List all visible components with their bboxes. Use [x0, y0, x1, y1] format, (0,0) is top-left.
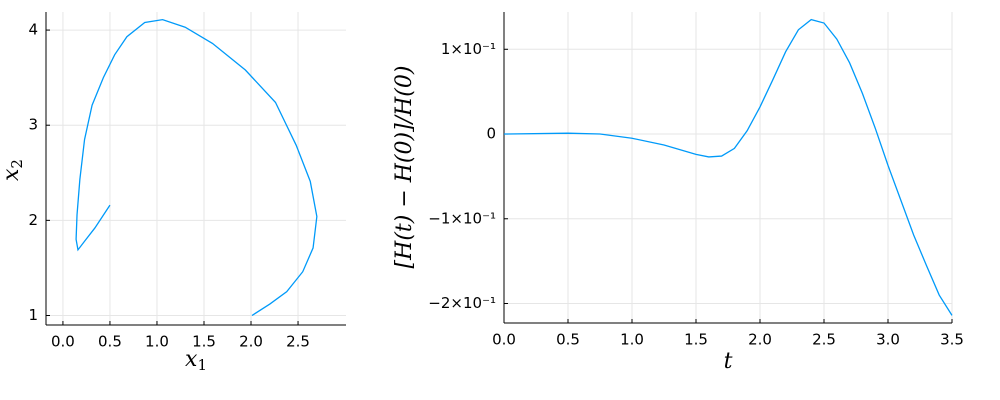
x-tick-label: 0.5	[556, 331, 580, 349]
data-line	[75, 18, 318, 317]
x-tick-label: 0.0	[492, 331, 516, 349]
y-tick-label: −1×10⁻¹	[428, 209, 496, 227]
x-tick-label: 2.0	[239, 333, 263, 351]
ylabel: [H(t) − H(0)]/H(0)	[392, 66, 417, 269]
y-tick-label: 0	[486, 125, 496, 143]
xlabel-text: x	[185, 347, 198, 372]
xlabel: x1	[185, 347, 207, 374]
x-tick-label: 2.5	[812, 331, 836, 349]
xlabel: t	[724, 349, 733, 374]
xlabel-subscript: 1	[197, 356, 207, 374]
y-tick-label: −2×10⁻¹	[428, 294, 496, 312]
x-tick-label: 0.5	[98, 333, 122, 351]
x-tick-label: 3.5	[940, 331, 964, 349]
ylabel-text: [H(t) − H(0)]/H(0)	[392, 66, 417, 269]
xlabel-text: t	[724, 349, 733, 374]
data-line	[503, 18, 953, 316]
y-tick-label: 1×10⁻¹	[441, 40, 496, 58]
y-tick-label: 4	[28, 21, 38, 39]
ylabel-text: x	[0, 168, 24, 181]
x-tick-label: 1.0	[620, 331, 644, 349]
x-tick-label: 1.5	[684, 331, 708, 349]
y-tick-label: 3	[28, 116, 38, 134]
x-tick-label: 0.0	[51, 333, 75, 351]
x-tick-label: 2.5	[286, 333, 310, 351]
x-tick-label: 3.0	[876, 331, 900, 349]
x-tick-label: 1.0	[145, 333, 169, 351]
x-tick-label: 1.5	[192, 333, 216, 351]
y-tick-label: 1	[28, 306, 38, 324]
ylabel: x2	[0, 159, 26, 181]
y-tick-label: 2	[28, 211, 38, 229]
x-tick-label: 2.0	[748, 331, 772, 349]
ylabel-subscript: 2	[8, 159, 26, 169]
